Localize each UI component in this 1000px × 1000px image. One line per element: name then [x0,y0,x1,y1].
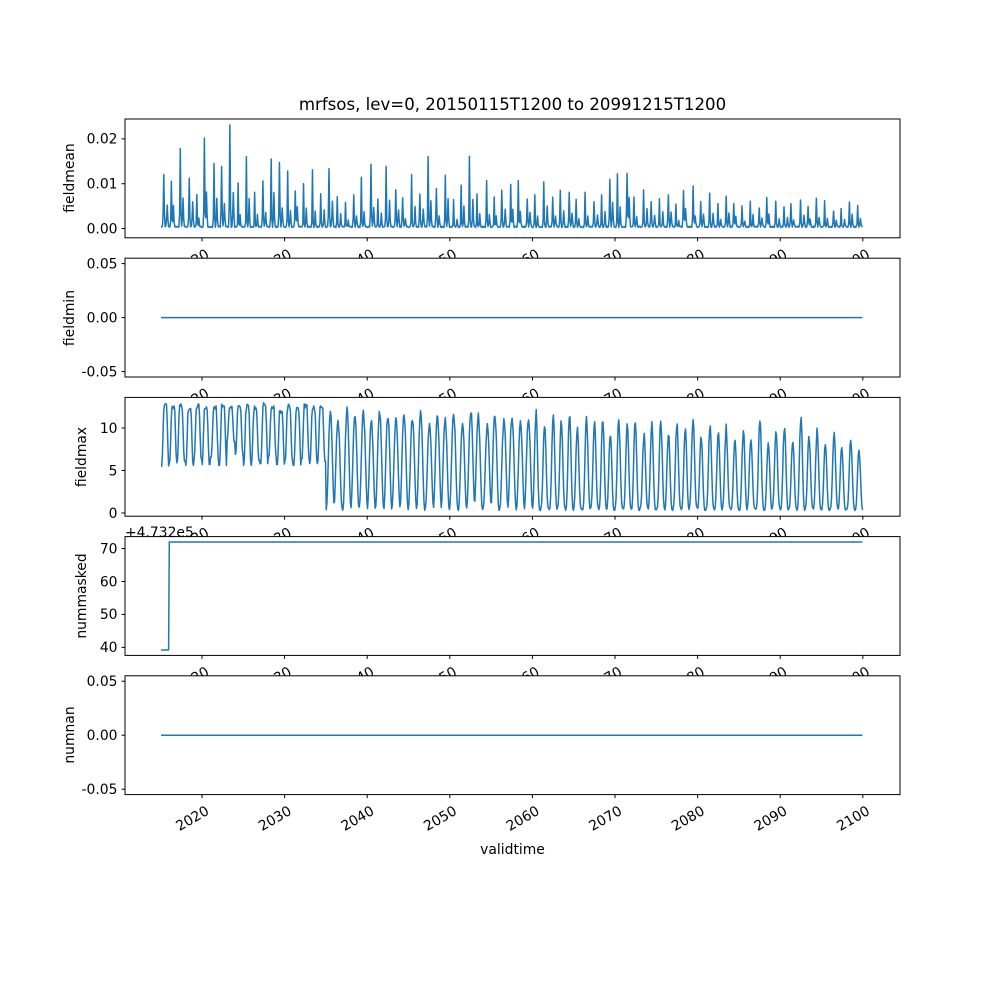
fieldmean-ytick-label: 0.00 [87,221,118,237]
fieldmin-ytick-label: 0.00 [87,310,118,326]
fieldmax-frame [124,396,901,517]
fieldmax-ytick-label: 5 [109,463,118,479]
nummasked-axes-bg [125,536,900,656]
ylabel-fieldmin: fieldmin [62,289,78,346]
ylabel-fieldmax: fieldmax [74,426,90,487]
fieldmax-line [160,401,864,512]
x-tick-label: 2030 [256,803,295,835]
fieldmean-ytick-label: 0.02 [87,132,118,148]
nummasked-ytick-label: 70 [100,541,118,557]
x-tick-label: 2090 [752,803,791,835]
fieldmax-ytick-label: 0 [109,506,118,522]
x-tick-label: 2040 [339,803,378,835]
fieldmean-ytick-label: 0.01 [87,177,118,193]
nummasked-ytick-label: 40 [100,640,118,656]
fieldmean-frame [124,118,901,239]
xlabel-validtime: validtime [480,842,545,858]
fieldmax-ytick-label: 10 [100,421,118,437]
numnan-ytick-label: -0.05 [82,782,118,798]
ylabel-numnan: numnan [62,706,78,764]
nummasked-line [161,541,863,651]
ylabel-fieldmean: fieldmean [62,143,78,214]
axis-offset-text: +4.732e5 [125,525,194,541]
x-tick-label: 2060 [504,803,543,835]
numnan-ytick-label: 0.05 [87,674,118,690]
nummasked-frame [124,536,901,656]
fieldmin-ytick-label: 0.05 [87,256,118,272]
nummasked-ytick-label: 50 [100,607,118,623]
x-tick-label: 2070 [586,803,625,835]
figure-title: mrfsos, lev=0, 20150115T1200 to 20991215… [298,95,727,114]
x-tick-label: 2100 [834,803,873,835]
x-tick-label: 2050 [421,803,460,835]
x-tick-label: 2080 [669,803,708,835]
x-tick-label: 2020 [173,803,212,835]
nummasked-ytick-label: 60 [100,574,118,590]
fieldmean-line [160,124,864,229]
numnan-ytick-label: 0.00 [87,728,118,744]
ylabel-nummasked: nummasked [74,553,90,639]
fieldmin-ytick-label: -0.05 [82,364,118,380]
